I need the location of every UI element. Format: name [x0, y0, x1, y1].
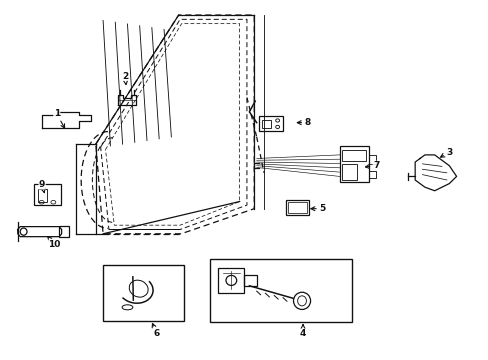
Bar: [259, 116, 282, 131]
Bar: [339, 146, 368, 182]
Text: 3: 3: [440, 148, 451, 157]
Bar: [59, 226, 69, 237]
Text: 6: 6: [152, 324, 160, 338]
Bar: [261, 120, 271, 128]
Text: 4: 4: [299, 325, 305, 338]
Text: 2: 2: [122, 72, 128, 85]
Bar: [210, 259, 351, 321]
Text: 10: 10: [48, 237, 61, 249]
Bar: [285, 200, 309, 215]
Bar: [288, 202, 306, 213]
Text: 9: 9: [39, 180, 45, 193]
Bar: [34, 184, 61, 205]
Text: 1: 1: [54, 109, 64, 128]
Bar: [217, 268, 244, 293]
Bar: [368, 171, 375, 178]
Bar: [341, 164, 356, 180]
Bar: [244, 275, 256, 286]
Bar: [341, 149, 366, 161]
Bar: [103, 265, 183, 320]
Text: 5: 5: [310, 204, 325, 213]
Text: 8: 8: [297, 118, 310, 127]
Bar: [368, 155, 375, 164]
Ellipse shape: [293, 292, 310, 310]
Bar: [38, 189, 46, 202]
Text: 7: 7: [365, 161, 379, 170]
